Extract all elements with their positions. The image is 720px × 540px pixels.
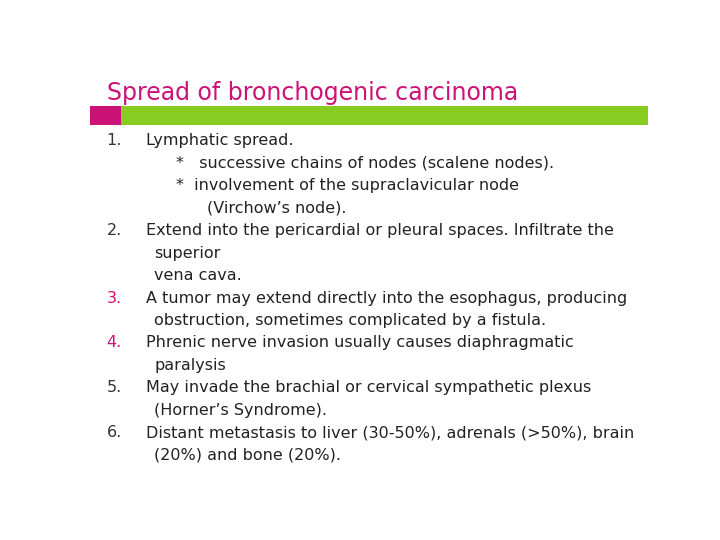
- Text: Spread of bronchogenic carcinoma: Spread of bronchogenic carcinoma: [107, 82, 518, 105]
- Text: Lymphatic spread.: Lymphatic spread.: [145, 133, 293, 148]
- Text: 6.: 6.: [107, 426, 122, 440]
- Text: May invade the brachial or cervical sympathetic plexus: May invade the brachial or cervical symp…: [145, 380, 591, 395]
- Text: Phrenic nerve invasion usually causes diaphragmatic: Phrenic nerve invasion usually causes di…: [145, 335, 574, 350]
- Text: Extend into the pericardial or pleural spaces. Infiltrate the: Extend into the pericardial or pleural s…: [145, 223, 613, 238]
- Text: obstruction, sometimes complicated by a fistula.: obstruction, sometimes complicated by a …: [154, 313, 546, 328]
- Text: (Virchow’s node).: (Virchow’s node).: [207, 201, 347, 216]
- Text: superior: superior: [154, 246, 220, 261]
- Text: paralysis: paralysis: [154, 358, 226, 373]
- Text: A tumor may extend directly into the esophagus, producing: A tumor may extend directly into the eso…: [145, 291, 627, 306]
- Text: 1.: 1.: [107, 133, 122, 148]
- Text: 3.: 3.: [107, 291, 122, 306]
- Text: vena cava.: vena cava.: [154, 268, 242, 283]
- Text: (20%) and bone (20%).: (20%) and bone (20%).: [154, 448, 341, 463]
- Text: 5.: 5.: [107, 380, 122, 395]
- Text: *   successive chains of nodes (scalene nodes).: * successive chains of nodes (scalene no…: [176, 156, 554, 171]
- Bar: [121, 106, 648, 125]
- Bar: [90, 106, 121, 125]
- Text: 4.: 4.: [107, 335, 122, 350]
- Text: (Horner’s Syndrome).: (Horner’s Syndrome).: [154, 403, 327, 418]
- Text: 2.: 2.: [107, 223, 122, 238]
- Text: *  involvement of the supraclavicular node: * involvement of the supraclavicular nod…: [176, 178, 520, 193]
- Text: Distant metastasis to liver (30-50%), adrenals (>50%), brain: Distant metastasis to liver (30-50%), ad…: [145, 426, 634, 440]
